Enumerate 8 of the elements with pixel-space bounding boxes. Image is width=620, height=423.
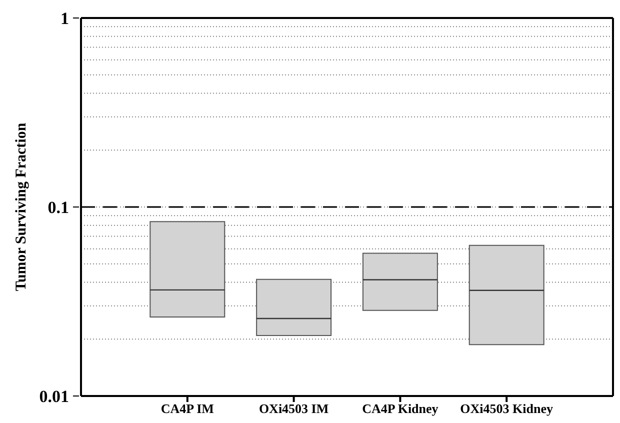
x-tick-label: OXi4503 IM xyxy=(258,401,329,416)
y-tick-label: 0.01 xyxy=(39,386,69,406)
x-tick-label: CA4P IM xyxy=(160,401,214,416)
y-tick-label: 1 xyxy=(60,8,69,28)
y-axis-title: Tumor Surviving Fraction xyxy=(13,122,30,292)
y-tick-label: 0.1 xyxy=(48,198,69,217)
x-tick-label: CA4P Kidney xyxy=(362,401,439,416)
x-tick-label: OXi4503 Kidney xyxy=(460,401,554,416)
